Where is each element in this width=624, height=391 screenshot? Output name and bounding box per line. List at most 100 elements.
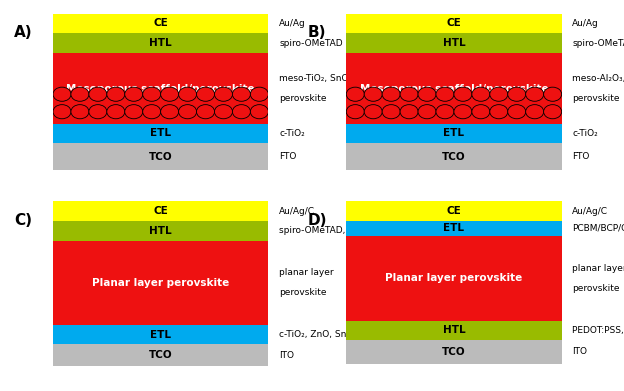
Circle shape xyxy=(525,87,544,101)
Circle shape xyxy=(125,87,143,101)
Circle shape xyxy=(89,105,107,119)
Bar xyxy=(346,236,562,321)
Bar xyxy=(53,221,268,241)
Bar xyxy=(53,143,268,170)
Circle shape xyxy=(89,87,107,101)
Text: ITO: ITO xyxy=(572,347,587,356)
Circle shape xyxy=(178,87,197,101)
Circle shape xyxy=(53,87,71,101)
Text: HTL: HTL xyxy=(149,226,172,236)
Circle shape xyxy=(232,105,250,119)
Bar xyxy=(346,124,562,143)
Text: perovskite: perovskite xyxy=(572,284,620,293)
Circle shape xyxy=(53,105,71,119)
Text: Mesoporous scaffold/perovskite: Mesoporous scaffold/perovskite xyxy=(359,84,548,93)
Circle shape xyxy=(250,87,268,101)
Circle shape xyxy=(107,105,125,119)
Circle shape xyxy=(346,105,364,119)
Circle shape xyxy=(143,105,161,119)
Circle shape xyxy=(454,105,472,119)
Text: PCBM/BCP/C₆₀: PCBM/BCP/C₆₀ xyxy=(572,224,624,233)
Text: Au/Ag/C: Au/Ag/C xyxy=(572,206,608,215)
Text: TCO: TCO xyxy=(149,350,172,360)
Circle shape xyxy=(232,87,250,101)
Text: c-TiO₂: c-TiO₂ xyxy=(572,129,598,138)
Text: D): D) xyxy=(308,213,327,228)
Circle shape xyxy=(143,87,161,101)
Circle shape xyxy=(107,87,125,101)
Text: ETL: ETL xyxy=(150,330,171,340)
Circle shape xyxy=(490,105,508,119)
Text: TCO: TCO xyxy=(442,347,466,357)
Text: ETL: ETL xyxy=(444,129,464,138)
Text: perovskite: perovskite xyxy=(279,94,326,103)
Text: Au/Ag: Au/Ag xyxy=(572,19,599,28)
Circle shape xyxy=(178,105,197,119)
Circle shape xyxy=(71,87,89,101)
Text: c-TiO₂: c-TiO₂ xyxy=(279,129,305,138)
Text: meso-Al₂O₃, ZrO₂: meso-Al₂O₃, ZrO₂ xyxy=(572,74,624,83)
Text: planar layer: planar layer xyxy=(279,268,334,277)
Circle shape xyxy=(197,105,215,119)
Text: TCO: TCO xyxy=(442,152,466,161)
Bar xyxy=(53,53,268,124)
Text: Planar layer perovskite: Planar layer perovskite xyxy=(92,278,229,288)
Circle shape xyxy=(71,105,89,119)
Text: Au/Ag: Au/Ag xyxy=(279,19,306,28)
Circle shape xyxy=(197,87,215,101)
Circle shape xyxy=(472,105,490,119)
Text: CE: CE xyxy=(154,206,168,216)
Text: FTO: FTO xyxy=(572,152,590,161)
Circle shape xyxy=(418,105,436,119)
Text: Planar layer perovskite: Planar layer perovskite xyxy=(386,273,522,283)
Bar xyxy=(346,321,562,340)
Text: PEDOT:PSS, NiO, polyTPD: PEDOT:PSS, NiO, polyTPD xyxy=(572,326,624,335)
Text: ITO: ITO xyxy=(279,351,294,360)
Bar xyxy=(346,33,562,53)
Text: Au/Ag/C: Au/Ag/C xyxy=(279,206,315,215)
Text: spiro-OMeTAD: spiro-OMeTAD xyxy=(572,39,624,48)
Text: spiro-OMeTAD: spiro-OMeTAD xyxy=(279,39,343,48)
Bar xyxy=(346,201,562,221)
Bar xyxy=(53,325,268,344)
Circle shape xyxy=(382,105,400,119)
Circle shape xyxy=(490,87,508,101)
Bar xyxy=(53,344,268,366)
Circle shape xyxy=(364,105,383,119)
Bar xyxy=(53,14,268,33)
Circle shape xyxy=(215,105,233,119)
Text: B): B) xyxy=(308,25,326,40)
Circle shape xyxy=(382,87,400,101)
Text: perovskite: perovskite xyxy=(572,94,620,103)
Text: HTL: HTL xyxy=(149,38,172,48)
Circle shape xyxy=(436,87,454,101)
Bar xyxy=(346,143,562,170)
Circle shape xyxy=(400,87,418,101)
Circle shape xyxy=(160,87,178,101)
Text: Mesoporous scaffold/perovskite: Mesoporous scaffold/perovskite xyxy=(66,84,255,93)
Text: CE: CE xyxy=(154,18,168,29)
Circle shape xyxy=(544,105,562,119)
Circle shape xyxy=(508,105,526,119)
Text: ETL: ETL xyxy=(150,129,171,138)
Text: C): C) xyxy=(14,213,32,228)
Circle shape xyxy=(454,87,472,101)
Circle shape xyxy=(364,87,383,101)
Bar xyxy=(53,124,268,143)
Text: perovskite: perovskite xyxy=(279,289,326,298)
Text: c-TiO₂, ZnO, SnO₂, PCBM: c-TiO₂, ZnO, SnO₂, PCBM xyxy=(279,330,388,339)
Bar xyxy=(53,201,268,221)
Text: HTL: HTL xyxy=(442,38,466,48)
Circle shape xyxy=(525,105,544,119)
Text: FTO: FTO xyxy=(279,152,296,161)
Circle shape xyxy=(436,105,454,119)
Circle shape xyxy=(125,105,143,119)
Text: A): A) xyxy=(14,25,33,40)
Bar xyxy=(53,241,268,325)
Bar xyxy=(346,53,562,124)
Circle shape xyxy=(160,105,178,119)
Circle shape xyxy=(418,87,436,101)
Text: planar layer: planar layer xyxy=(572,264,624,273)
Text: CE: CE xyxy=(447,18,461,29)
Text: ETL: ETL xyxy=(444,223,464,233)
